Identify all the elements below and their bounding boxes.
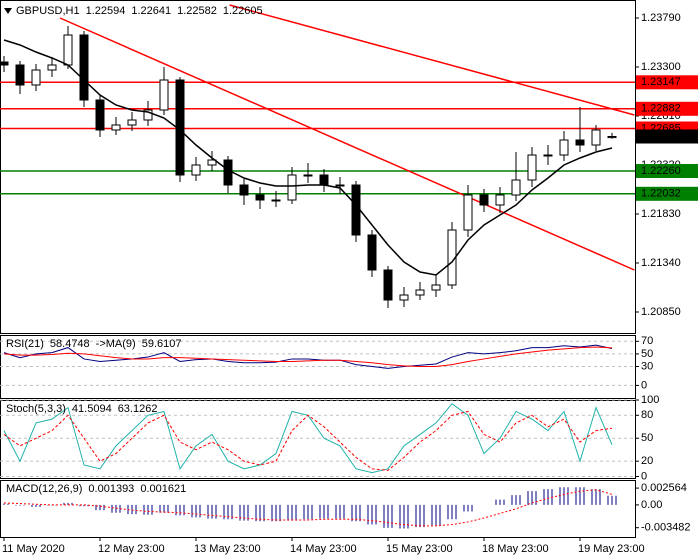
trend-line — [229, 4, 635, 116]
level-tag — [636, 75, 698, 90]
header-text: RSI(21) — [6, 338, 44, 350]
x-tick-label: 18 May 23:00 — [482, 543, 549, 555]
header-text: 1.22582 — [177, 5, 217, 17]
price-label: 1.22605 — [641, 130, 681, 142]
candle-body — [271, 199, 281, 202]
header-text: ->MA(9) — [96, 338, 136, 350]
moving-average — [3, 39, 613, 276]
level-label: 1.23147 — [641, 76, 681, 88]
candle-body — [463, 194, 473, 231]
candle-body — [495, 194, 505, 206]
x-tick-label: 12 May 23:00 — [98, 543, 165, 555]
x-tick-label: 11 May 2020 — [2, 543, 65, 555]
header-text: 1.22594 — [86, 5, 126, 17]
price-tag — [636, 129, 698, 144]
candle-body — [191, 164, 201, 176]
header-text: 0.001393 — [88, 483, 134, 495]
panel-frame — [0, 0, 636, 334]
header-text: GBPUSD,H1 — [16, 5, 80, 17]
header-text: 63.1262 — [118, 403, 158, 415]
level-label: 1.22260 — [641, 165, 681, 177]
candle-body — [15, 64, 25, 86]
candle-body — [575, 139, 585, 146]
candle-body — [79, 34, 89, 101]
indicator-line — [3, 410, 613, 471]
level-label: 1.22032 — [641, 188, 681, 200]
y-tick-label: 70 — [641, 335, 653, 347]
candle-body — [431, 284, 441, 291]
level-label: 1.22882 — [641, 103, 681, 115]
y-tick-label: 50 — [641, 348, 653, 360]
candle-body — [479, 194, 489, 206]
candle-body — [239, 184, 249, 196]
candle-body — [511, 179, 521, 196]
header-text: Stoch(5,3,3) — [6, 403, 66, 415]
candle-body — [303, 174, 313, 177]
candle-body — [127, 119, 137, 126]
header-text: 58.4748 — [50, 338, 90, 350]
candle-body — [159, 79, 169, 111]
y-tick-label: 80 — [641, 409, 653, 421]
candle-body — [415, 289, 425, 296]
candle-body — [287, 174, 297, 201]
candle-body — [399, 294, 409, 301]
candle-body — [95, 99, 105, 131]
header-text: 0.001621 — [140, 483, 186, 495]
y-tick-label: 50 — [641, 432, 653, 444]
panel-frame — [0, 480, 636, 538]
candle-body — [543, 154, 553, 157]
candle-body — [111, 124, 121, 131]
header-text: 59.6107 — [142, 338, 182, 350]
x-tick-label: 13 May 23:00 — [194, 543, 261, 555]
y-tick-label: -0.003482 — [641, 522, 691, 534]
y-tick-label: 1.21340 — [641, 257, 681, 269]
y-tick-label: 1.23790 — [641, 12, 681, 24]
candle-body — [31, 69, 41, 86]
candle-body — [0, 61, 9, 66]
candle-body — [143, 109, 153, 121]
trend-line — [59, 17, 635, 271]
y-tick-label: 1.21830 — [641, 208, 681, 220]
x-tick-label: 19 May 23:00 — [578, 543, 645, 555]
candle-body — [319, 174, 329, 186]
header-text: 41.5094 — [72, 403, 112, 415]
y-tick-label: 1.23300 — [641, 61, 681, 73]
y-tick-label: 0 — [641, 470, 647, 482]
candle-body — [47, 64, 57, 71]
menu-arrow[interactable] — [4, 8, 12, 14]
signal-line — [3, 489, 613, 527]
x-tick-label: 15 May 23:00 — [386, 543, 453, 555]
x-tick-label: 14 May 23:00 — [290, 543, 357, 555]
candle-body — [367, 234, 377, 271]
header-text: MACD(12,26,9) — [6, 483, 82, 495]
candle-body — [335, 184, 345, 187]
indicator-line — [3, 344, 613, 369]
candle-body — [383, 269, 393, 301]
y-tick-label: 0.00 — [641, 499, 662, 511]
header-text: 1.22641 — [131, 5, 171, 17]
candle-body — [607, 136, 617, 139]
level-tag — [636, 186, 698, 201]
y-tick-label: 0 — [641, 379, 647, 391]
candle-body — [63, 34, 73, 66]
header-text: 1.22605 — [223, 5, 263, 17]
candle-body — [223, 159, 233, 186]
y-tick-label: 100 — [641, 394, 659, 406]
y-tick-label: 20 — [641, 455, 653, 467]
candle-body — [351, 184, 361, 236]
indicator-line — [3, 346, 613, 367]
candle-body — [527, 154, 537, 181]
y-tick-label: 30 — [641, 360, 653, 372]
y-tick-label: 0.002564 — [641, 482, 687, 494]
candle-body — [207, 159, 217, 166]
level-tag — [636, 164, 698, 178]
candle-body — [559, 139, 569, 156]
level-tag — [636, 101, 698, 116]
candle-body — [255, 194, 265, 201]
y-tick-label: 1.20850 — [641, 306, 681, 318]
candle-body — [591, 129, 601, 146]
